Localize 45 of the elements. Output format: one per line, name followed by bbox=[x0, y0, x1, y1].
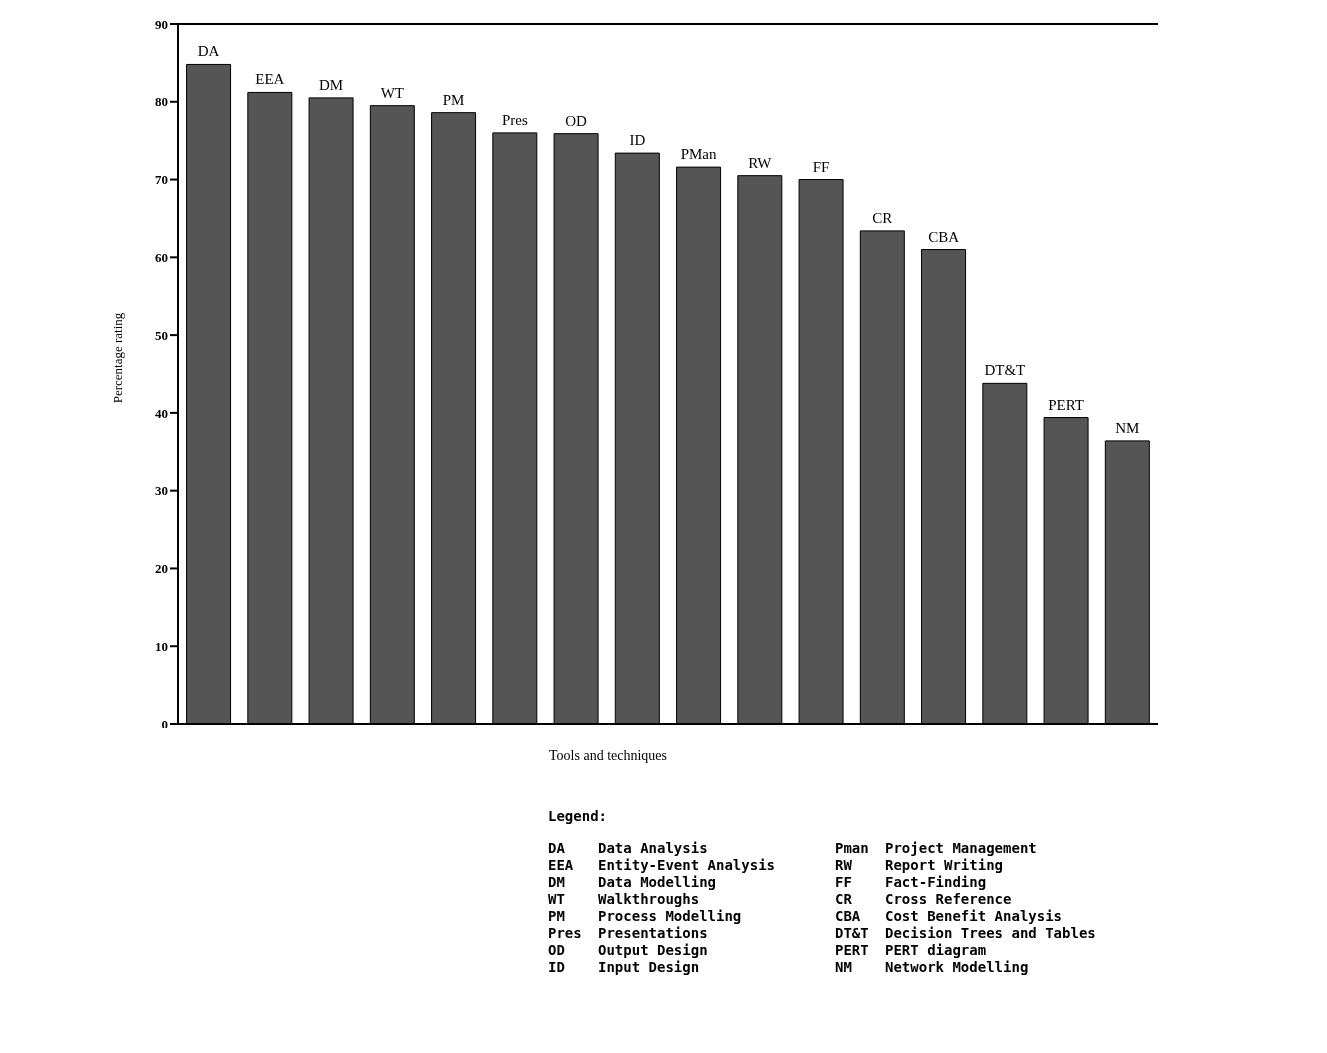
x-tick-label: DM bbox=[318, 76, 344, 93]
text: CBA Cost Benefit Analysis bbox=[835, 908, 1063, 924]
x-tick-label: DT&T bbox=[984, 362, 1026, 379]
y-tick-label: 50 bbox=[155, 327, 168, 343]
y-tick-label: 30 bbox=[155, 483, 168, 499]
x-tick-label: DA bbox=[197, 43, 220, 60]
x-axis-title: Tools and techniques bbox=[548, 748, 668, 764]
y-tick-label: 10 bbox=[155, 638, 168, 654]
text: Pman Project Management bbox=[835, 840, 1037, 857]
text: Legend: bbox=[548, 808, 608, 824]
text: DM Data Modelling bbox=[548, 874, 717, 890]
text: RW Report Writing bbox=[835, 857, 1004, 873]
y-tick-label: 20 bbox=[155, 561, 168, 577]
text: OD Output Design bbox=[548, 942, 708, 958]
y-axis-title: Percentage rating bbox=[110, 312, 126, 404]
y-tick-label: 80 bbox=[155, 94, 168, 110]
x-tick-label: PMan bbox=[680, 146, 717, 163]
x-tick-label: FF bbox=[812, 158, 830, 175]
x-tick-label: Pres bbox=[501, 111, 528, 128]
x-tick-label: PERT bbox=[1048, 396, 1084, 413]
text: WT Walkthroughs bbox=[548, 891, 700, 907]
text: PERT PERT diagram bbox=[835, 942, 987, 959]
y-tick-label: 60 bbox=[155, 249, 168, 265]
text: DA Data Analysis bbox=[548, 840, 708, 856]
x-tick-label: RW bbox=[748, 154, 773, 171]
x-tick-label: CR bbox=[872, 209, 893, 226]
text: ID Input Design bbox=[548, 959, 700, 975]
text: EEA Entity-Event Analysis bbox=[548, 857, 776, 873]
x-tick-label: OD bbox=[565, 112, 588, 129]
text: PM Process Modelling bbox=[548, 908, 742, 924]
y-tick-label: 40 bbox=[155, 405, 168, 421]
x-tick-label: ID bbox=[629, 132, 646, 149]
x-tick-label: NM bbox=[1115, 419, 1140, 436]
text: DT&T Decision Trees and Tables bbox=[835, 925, 1096, 942]
x-tick-label: PM bbox=[442, 91, 465, 108]
y-tick-label: 90 bbox=[155, 16, 168, 32]
text: Pres Presentations bbox=[548, 925, 708, 942]
text: CR Cross Reference bbox=[835, 891, 1012, 907]
x-tick-label: EEA bbox=[255, 71, 285, 88]
text: NM Network Modelling bbox=[835, 959, 1029, 975]
text: FF Fact-Finding bbox=[835, 874, 987, 890]
y-tick-label: 70 bbox=[155, 172, 168, 188]
x-tick-label: WT bbox=[380, 84, 404, 101]
y-tick-label: 0 bbox=[161, 716, 168, 732]
x-tick-label: CBA bbox=[928, 228, 960, 245]
